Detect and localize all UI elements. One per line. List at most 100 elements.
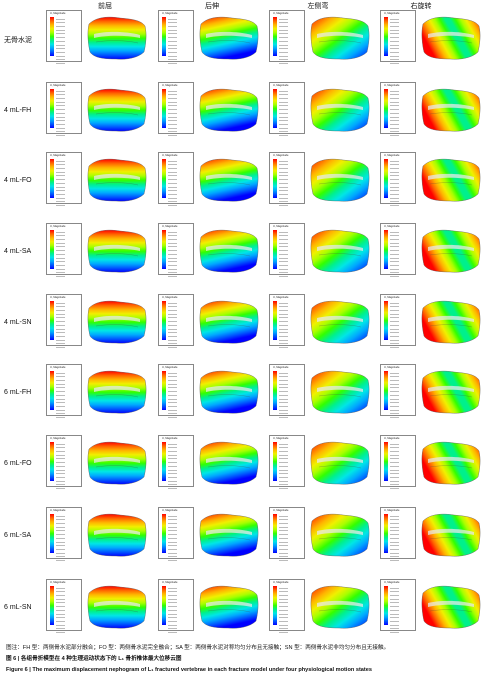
legend-tick (56, 441, 65, 445)
legend-title: U, Magnitude (273, 12, 289, 15)
vertebra-displacement-model (310, 88, 370, 132)
legend-tick (279, 463, 288, 467)
color-legend: U, Magnitude (380, 10, 416, 64)
legend-title: U, Magnitude (162, 509, 178, 512)
legend-tick (168, 38, 177, 42)
legend-tick (168, 60, 177, 64)
legend-tick (279, 596, 288, 600)
legend-tick (390, 539, 399, 543)
legend-color-bar (273, 230, 277, 269)
legend-tick (168, 34, 177, 39)
legend-tick-marks (279, 441, 288, 489)
legend-tick (279, 520, 288, 525)
legend-tick (56, 482, 65, 486)
vertebra-displacement-model (310, 441, 370, 485)
legend-tick (279, 92, 288, 96)
legend-tick (168, 448, 177, 453)
legend-tick-marks (56, 16, 65, 64)
color-legend: U, Magnitude (269, 435, 305, 489)
legend-tick (390, 95, 399, 100)
legend-title: U, Magnitude (50, 12, 66, 15)
legend-tick (168, 600, 177, 604)
legend-tick (56, 546, 65, 550)
nephogram-cell: U, Magnitude (46, 82, 151, 148)
legend-tick (168, 16, 177, 20)
legend-tick (56, 531, 65, 536)
legend-tick (168, 244, 177, 248)
legend-tick (168, 180, 177, 184)
figure-title-chinese: 图 6 | 各组骨折模型在 4 种生理运动状态下的 L₁ 骨折椎体最大位移云图 (6, 656, 182, 662)
legend-tick (390, 341, 399, 345)
nephogram-cell: U, Magnitude (158, 223, 263, 289)
legend-tick (168, 236, 177, 241)
legend-tick (390, 173, 399, 177)
legend-tick (168, 374, 177, 378)
legend-tick (279, 474, 288, 478)
legend-tick (390, 57, 399, 61)
legend-tick (390, 16, 399, 20)
legend-tick (279, 478, 288, 482)
legend-tick (56, 607, 65, 611)
legend-tick-marks (390, 229, 399, 277)
legend-tick (279, 543, 288, 547)
legend-tick (279, 403, 288, 407)
legend-tick (279, 370, 288, 374)
legend-tick (279, 20, 288, 24)
color-legend: U, Magnitude (46, 82, 82, 136)
legend-tick (279, 381, 288, 385)
legend-tick-marks (56, 229, 65, 277)
legend-tick (56, 589, 65, 593)
vertebra-displacement-model (421, 513, 481, 557)
legend-tick (390, 60, 399, 64)
color-legend: U, Magnitude (158, 579, 194, 633)
legend-tick (56, 88, 65, 92)
legend-tick (56, 31, 65, 35)
nephogram-cell: U, Magnitude (380, 223, 485, 289)
legend-tick-marks (168, 370, 177, 418)
color-legend: U, Magnitude (269, 152, 305, 206)
legend-tick (56, 311, 65, 315)
legend-tick (279, 251, 288, 255)
vertebra-displacement-model (199, 441, 259, 485)
legend-title: U, Magnitude (273, 84, 289, 87)
legend-tick (56, 456, 65, 460)
legend-tick-marks (279, 513, 288, 561)
column-header: 前屈 (98, 2, 112, 10)
legend-tick-marks (390, 300, 399, 348)
legend-color-bar (384, 17, 388, 56)
legend-tick-marks (279, 88, 288, 136)
legend-tick (279, 600, 288, 604)
vertebra-displacement-model (310, 158, 370, 202)
nephogram-cell: U, Magnitude (269, 152, 374, 218)
legend-color-bar (384, 514, 388, 553)
legend-color-bar (162, 586, 166, 625)
legend-tick (390, 396, 399, 400)
legend-tick (279, 607, 288, 611)
legend-tick (168, 247, 177, 252)
legend-tick (390, 611, 399, 615)
legend-tick (56, 259, 65, 263)
vertebra-displacement-model (199, 88, 259, 132)
legend-tick (279, 318, 288, 323)
legend-tick (56, 596, 65, 600)
legend-tick (168, 184, 177, 188)
legend-color-bar (273, 89, 277, 128)
legend-tick (279, 326, 288, 330)
color-legend: U, Magnitude (269, 507, 305, 561)
vertebra-displacement-model (199, 300, 259, 344)
legend-tick (279, 259, 288, 263)
vertebra-displacement-model (421, 88, 481, 132)
legend-tick (390, 304, 399, 308)
legend-tick (56, 557, 65, 561)
legend-color-bar (162, 89, 166, 128)
legend-tick (279, 589, 288, 593)
legend-color-bar (162, 442, 166, 481)
legend-tick (279, 377, 288, 382)
legend-tick (390, 27, 399, 31)
legend-tick (279, 629, 288, 633)
legend-tick (168, 471, 177, 475)
vertebra-displacement-model (199, 370, 259, 414)
nephogram-cell: U, Magnitude (269, 223, 374, 289)
legend-tick (390, 169, 399, 173)
legend-tick (279, 57, 288, 61)
